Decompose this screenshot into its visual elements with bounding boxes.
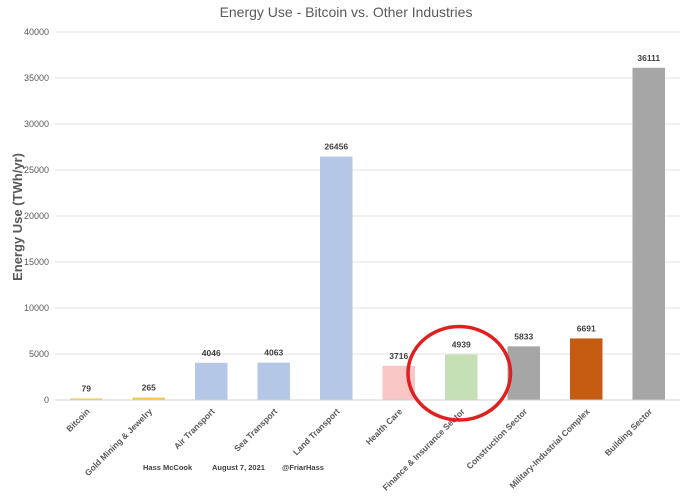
x-tick-label-air-transport: Air Transport — [172, 406, 217, 451]
data-label-building-sector: 36111 — [637, 53, 660, 63]
annotations — [406, 324, 513, 422]
y-tick-label: 35000 — [24, 73, 49, 83]
bar-bitcoin — [70, 398, 103, 400]
bar-land-transport — [320, 156, 353, 400]
bar-building-sector — [632, 67, 665, 400]
data-label-land-transport: 26456 — [324, 142, 348, 152]
credit-author: Hass McCook — [143, 463, 193, 472]
y-tick-label: 0 — [44, 395, 49, 405]
bar-gold-mining-and-jewelry — [132, 397, 165, 400]
y-axis-ticks: 0 5000 10000 15000 20000 25000 30000 35000 40000 — [24, 27, 49, 405]
data-label-sea-transport: 4063 — [264, 348, 283, 358]
x-tick-label-sea-transport: Sea Transport — [232, 406, 279, 453]
bar-air-transport — [195, 362, 228, 400]
data-labels: 79 265 4046 4063 26456 3716 4939 5833 6691 36111 — [82, 53, 661, 394]
y-axis-label: Energy Use (TWh/yr) — [10, 153, 25, 281]
data-label-military-industrial-complex: 6691 — [577, 323, 596, 333]
chart-title: Energy Use - Bitcoin vs. Other Industrie… — [220, 4, 473, 20]
y-tick-label: 30000 — [24, 119, 49, 129]
x-tick-label-bitcoin: Bitcoin — [64, 406, 91, 433]
data-label-finance-and-insurance-sector: 4939 — [452, 340, 471, 350]
x-tick-label-building-sector: Building Sector — [603, 406, 655, 458]
data-label-gold-mining-and-jewelry: 265 — [142, 383, 156, 393]
data-label-construction-sector: 5833 — [514, 331, 533, 341]
data-label-health-care: 3716 — [389, 351, 408, 361]
bar-construction-sector — [507, 346, 540, 400]
bar-military-industrial-complex — [570, 338, 603, 400]
x-tick-label-land-transport: Land Transport — [291, 406, 342, 457]
credit-handle: @FriarHass — [282, 463, 324, 472]
highlight-ellipse — [406, 324, 513, 422]
gridlines — [55, 31, 680, 355]
credit-date: August 7, 2021 — [212, 463, 265, 472]
bar-sea-transport — [257, 362, 290, 400]
credits: Hass McCook August 7, 2021 @FriarHass — [143, 463, 324, 472]
y-tick-label: 20000 — [24, 211, 49, 221]
x-tick-label-health-care: Health Care — [364, 406, 405, 447]
y-tick-label: 15000 — [24, 257, 49, 267]
data-label-bitcoin: 79 — [82, 384, 92, 394]
y-tick-label: 25000 — [24, 165, 49, 175]
data-label-air-transport: 4046 — [202, 348, 221, 358]
y-tick-label: 40000 — [24, 27, 49, 37]
bars — [70, 67, 665, 400]
y-tick-label: 5000 — [29, 349, 49, 359]
x-tick-label-construction-sector: Construction Sector — [464, 406, 529, 471]
y-tick-label: 10000 — [24, 303, 49, 313]
bar-finance-and-insurance-sector — [445, 354, 478, 400]
